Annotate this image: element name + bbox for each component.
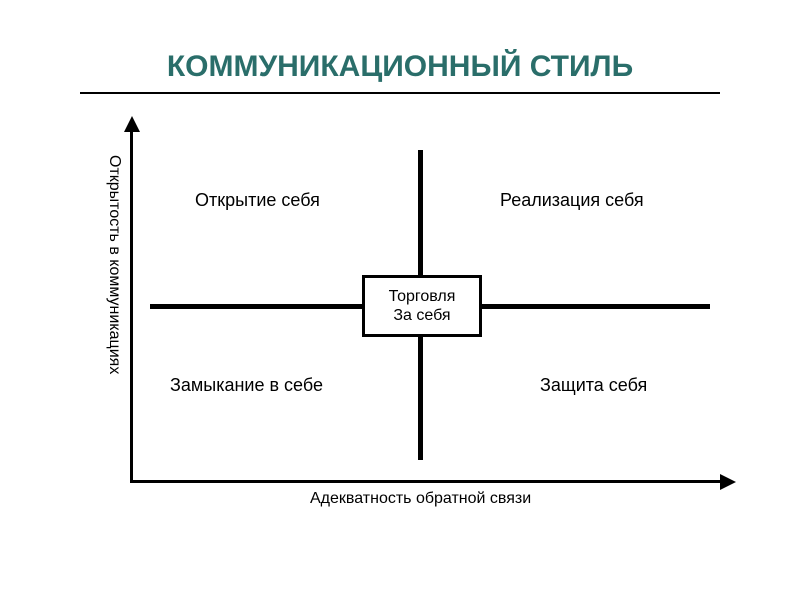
slide-title: КОММУНИКАЦИОННЫЙ СТИЛЬ — [0, 50, 800, 84]
center-box: Торговля За себя — [362, 275, 482, 337]
quadrant-top-right-label: Реализация себя — [500, 190, 644, 211]
quadrant-top-left-label: Открытие себя — [195, 190, 320, 211]
center-box-line2: За себя — [393, 306, 450, 325]
axis-x-main — [130, 480, 720, 483]
inner-horizontal-divider — [482, 304, 710, 309]
arrowhead-up-icon — [124, 116, 140, 132]
inner-horizontal-divider — [150, 304, 362, 309]
axis-y-main — [130, 130, 133, 480]
inner-vertical-divider — [418, 150, 423, 275]
slide: КОММУНИКАЦИОННЫЙ СТИЛЬ Открытие себя Реа… — [0, 0, 800, 600]
center-box-line1: Торговля — [389, 287, 456, 306]
inner-vertical-divider — [418, 337, 423, 460]
quadrant-bottom-left-label: Замыкание в себе — [170, 375, 323, 396]
arrowhead-right-icon — [720, 474, 736, 490]
quadrant-bottom-right-label: Защита себя — [540, 375, 647, 396]
title-underline — [80, 92, 720, 94]
y-axis-label: Открытость в коммуникациях — [105, 155, 123, 374]
x-axis-label: Адекватность обратной связи — [310, 490, 531, 508]
